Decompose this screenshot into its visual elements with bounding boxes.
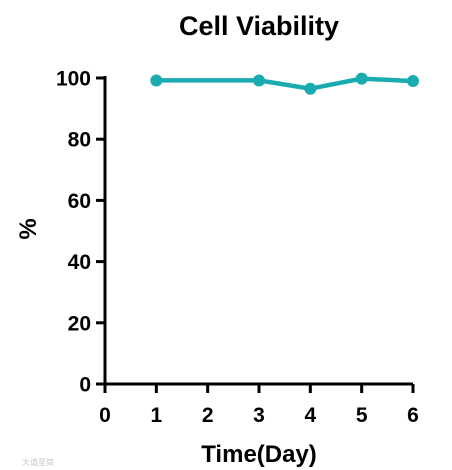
y-tick-label: 80 <box>68 129 91 152</box>
x-tick-label: 5 <box>356 404 368 427</box>
x-tick-label: 1 <box>150 404 162 427</box>
data-point <box>355 72 368 85</box>
x-tick-label: 3 <box>253 404 265 427</box>
data-point <box>304 82 317 95</box>
x-tick-label: 4 <box>304 404 316 427</box>
y-tick-label: 0 <box>79 374 91 397</box>
x-tick-label: 0 <box>99 404 111 427</box>
x-axis-title: Time(Day) <box>201 441 317 468</box>
x-ticks: 0 1 2 3 4 5 6 <box>99 384 419 427</box>
data-point <box>150 74 163 87</box>
axes <box>103 76 413 386</box>
y-tick-label: 60 <box>68 190 91 213</box>
watermark-text: 大道至简 <box>22 457 54 467</box>
y-tick-label: 100 <box>56 68 91 91</box>
data-point <box>407 75 419 88</box>
x-tick-label: 6 <box>407 404 419 427</box>
watermark: 大道至简 <box>22 457 54 467</box>
y-tick-label: 40 <box>68 251 91 274</box>
y-tick-label: 20 <box>68 312 91 335</box>
data-point <box>253 74 265 87</box>
chart-title: Cell Viability <box>179 11 339 41</box>
series-line <box>154 76 416 91</box>
y-axis-title: % <box>15 218 42 239</box>
y-ticks: 0 20 40 60 80 100 <box>56 68 105 397</box>
x-tick-label: 2 <box>202 404 214 427</box>
series-group <box>150 72 419 95</box>
